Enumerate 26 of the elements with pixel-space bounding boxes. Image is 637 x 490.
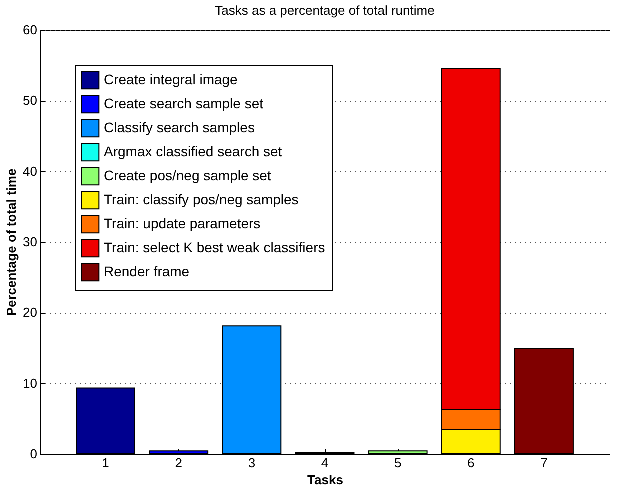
legend-label: Render frame [104, 264, 190, 280]
legend-label: Argmax classified search set [104, 144, 282, 160]
legend-label: Create integral image [104, 72, 238, 88]
y-tick-label: 60 [23, 22, 38, 38]
legend-label: Train: classify pos/neg samples [104, 192, 299, 208]
legend-label: Create pos/neg sample set [104, 168, 272, 184]
chart-title: Tasks as a percentage of total runtime [215, 3, 435, 18]
x-tick-label: 1 [102, 456, 110, 470]
x-tick-label: 7 [540, 456, 548, 470]
y-tick-label: 50 [23, 93, 38, 108]
legend-label: Train: select K best weak classifiers [104, 240, 326, 256]
y-tick-label: 10 [23, 376, 38, 391]
y-tick-label: 20 [23, 305, 38, 320]
x-tick-label: 2 [175, 456, 182, 470]
legend-label: Create search sample set [104, 96, 264, 112]
x-tick-label: 3 [248, 456, 256, 470]
y-axis-title: Percentage of total time [4, 168, 20, 316]
legend-label: Train: update parameters [104, 216, 261, 232]
x-tick-label: 5 [394, 456, 402, 470]
y-tick-label: 40 [23, 164, 38, 179]
y-tick-label: 30 [23, 234, 38, 250]
x-axis-title: Tasks [308, 472, 344, 488]
x-tick-label: 6 [468, 456, 475, 470]
legend-label: Classify search samples [104, 120, 255, 136]
y-tick-label: 0 [30, 446, 38, 462]
x-tick-label: 4 [321, 456, 329, 470]
